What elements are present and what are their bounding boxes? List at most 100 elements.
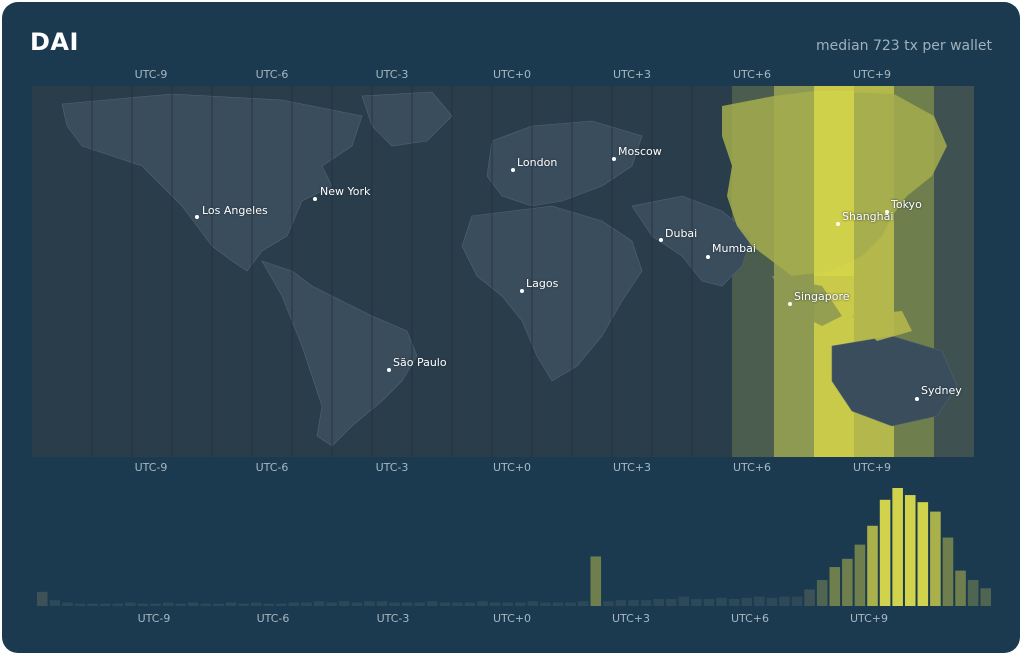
histogram-bar[interactable] — [854, 544, 866, 606]
top-tz-label: UTC-3 — [375, 68, 409, 81]
histogram-bar[interactable] — [351, 602, 363, 606]
histogram-bar[interactable] — [137, 603, 149, 606]
histogram-bar[interactable] — [62, 602, 73, 606]
histogram-bar[interactable] — [917, 502, 929, 606]
histogram-bar[interactable] — [326, 602, 337, 606]
histogram-bar[interactable] — [653, 598, 664, 606]
histogram-bar[interactable] — [540, 602, 551, 606]
city-dot-sao-paulo[interactable] — [387, 368, 391, 372]
histogram-bar[interactable] — [703, 598, 715, 606]
histogram-bar[interactable] — [276, 603, 287, 606]
histogram-bar[interactable] — [955, 570, 966, 606]
histogram-bar[interactable] — [741, 597, 752, 606]
histogram-bar[interactable] — [376, 601, 388, 606]
histogram-bar[interactable] — [829, 567, 841, 606]
histogram-bar[interactable] — [515, 602, 526, 606]
city-dot-london[interactable] — [511, 168, 515, 172]
histogram-bar[interactable] — [200, 603, 212, 606]
histogram-bar[interactable] — [187, 602, 199, 606]
city-dot-singapore[interactable] — [788, 302, 792, 306]
city-dot-los-angeles[interactable] — [195, 215, 199, 219]
histogram-bar[interactable] — [892, 488, 903, 606]
histogram-bar[interactable] — [967, 580, 979, 606]
histogram-bar[interactable] — [301, 602, 312, 606]
histogram-bar[interactable] — [904, 495, 916, 606]
histogram-bar[interactable] — [615, 600, 627, 606]
histogram-bar[interactable] — [716, 597, 727, 606]
histogram-bar[interactable] — [665, 598, 677, 606]
histogram-bar[interactable] — [804, 589, 815, 606]
histogram-bar[interactable] — [175, 603, 186, 606]
histogram-bar[interactable] — [942, 537, 954, 606]
histogram-bar[interactable] — [150, 603, 161, 606]
histogram-bar[interactable] — [464, 602, 476, 606]
histogram-bar[interactable] — [590, 556, 602, 606]
histogram-bar[interactable] — [401, 602, 413, 606]
histogram-bar[interactable] — [389, 602, 400, 606]
histogram-bar[interactable] — [439, 602, 451, 606]
histogram-bar[interactable] — [213, 603, 224, 606]
city-dot-mumbai[interactable] — [706, 255, 710, 259]
histogram-bar[interactable] — [791, 596, 803, 606]
histogram-bar[interactable] — [338, 601, 350, 606]
histogram-bar[interactable] — [867, 525, 878, 606]
histogram-bar[interactable] — [414, 602, 425, 606]
histogram-bar[interactable] — [603, 601, 614, 606]
city-label-lagos: Lagos — [526, 277, 559, 290]
city-dot-shanghai[interactable] — [836, 222, 840, 226]
histogram-bar[interactable] — [452, 602, 463, 606]
histogram-bar[interactable] — [225, 602, 237, 606]
histogram-bar[interactable] — [527, 601, 539, 606]
histogram-bar[interactable] — [565, 602, 576, 606]
histogram-bar[interactable] — [37, 591, 48, 606]
histogram-bar[interactable] — [678, 596, 690, 606]
city-label-los-angeles: Los Angeles — [202, 204, 268, 217]
city-dot-dubai[interactable] — [659, 238, 663, 242]
histogram-bar[interactable] — [502, 602, 513, 606]
timezone-histogram — [37, 488, 991, 606]
histogram-bar[interactable] — [980, 588, 991, 606]
histogram-bar[interactable] — [477, 601, 488, 606]
histogram-bar[interactable] — [426, 601, 438, 606]
histogram-bar[interactable] — [288, 602, 300, 606]
histogram-bar[interactable] — [99, 603, 111, 606]
histogram-bar[interactable] — [628, 600, 639, 606]
histogram-bar[interactable] — [87, 603, 98, 606]
histogram-bar[interactable] — [162, 602, 174, 606]
histogram-bar[interactable] — [238, 603, 249, 606]
histogram-bar[interactable] — [754, 596, 765, 606]
histogram-bar[interactable] — [250, 602, 262, 606]
city-label-sao-paulo: São Paulo — [393, 356, 447, 369]
histogram-bar[interactable] — [779, 596, 790, 606]
histogram-bar[interactable] — [728, 598, 740, 606]
page-title: DAI — [30, 28, 79, 56]
histogram-bar[interactable] — [577, 601, 589, 606]
hist-tz-label: UTC+3 — [611, 612, 651, 625]
histogram-bar[interactable] — [842, 558, 853, 606]
world-map[interactable]: Los Angeles New York London Moscow Dubai… — [32, 86, 974, 457]
histogram-bar[interactable] — [640, 600, 652, 606]
city-dot-moscow[interactable] — [612, 157, 616, 161]
histogram-bar[interactable] — [49, 600, 61, 606]
histogram-bar[interactable] — [489, 602, 501, 606]
histogram-bar[interactable] — [930, 511, 941, 606]
histogram-bar[interactable] — [879, 499, 891, 606]
histogram-bar[interactable] — [112, 603, 124, 606]
city-dot-new-york[interactable] — [313, 197, 317, 201]
city-dot-tokyo[interactable] — [885, 210, 889, 214]
city-label-london: London — [517, 156, 558, 169]
histogram-bar[interactable] — [766, 597, 778, 606]
city-dot-sydney[interactable] — [915, 397, 919, 401]
histogram-bar[interactable] — [364, 601, 375, 606]
histogram-bar[interactable] — [691, 598, 702, 606]
world-map-svg — [61, 86, 974, 457]
histogram-bar[interactable] — [74, 603, 86, 606]
hist-tz-label: UTC+9 — [849, 612, 889, 625]
histogram-bar[interactable] — [313, 601, 325, 606]
histogram-bar[interactable] — [552, 602, 564, 606]
histogram-bar[interactable] — [125, 602, 136, 606]
histogram-bar[interactable] — [263, 603, 274, 606]
hist-tz-label: UTC-9 — [137, 612, 171, 625]
city-dot-lagos[interactable] — [520, 289, 524, 293]
histogram-bar[interactable] — [816, 580, 828, 606]
